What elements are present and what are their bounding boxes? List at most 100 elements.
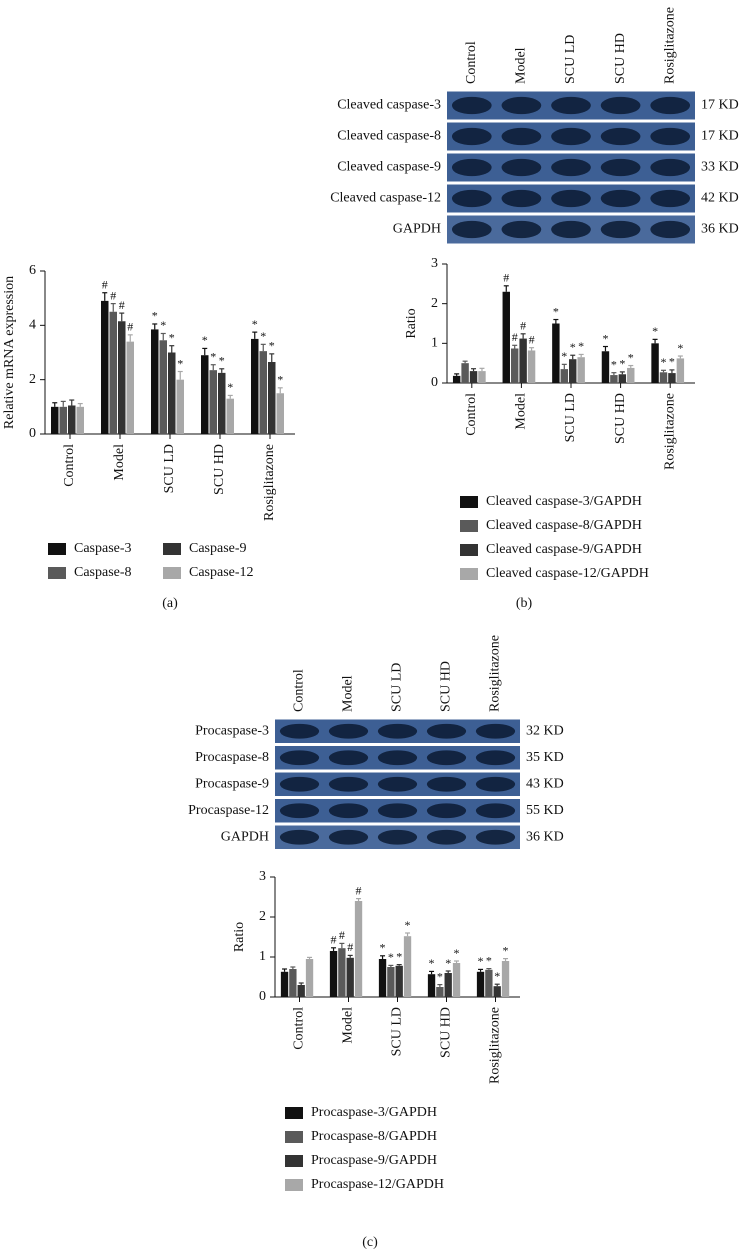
lane-label: SCU LD: [563, 35, 578, 84]
bar: [118, 321, 126, 434]
y-tick-label: 2: [259, 909, 266, 924]
bar: [601, 351, 610, 383]
blot-band: [451, 96, 492, 115]
bar: [444, 973, 452, 997]
legend-swatch: [285, 1179, 303, 1191]
significance-marker: *: [396, 949, 402, 963]
bar: [268, 362, 276, 434]
blot-band: [279, 750, 320, 766]
blot-band: [551, 158, 591, 177]
bar: [469, 371, 478, 383]
significance-marker: *: [602, 331, 608, 345]
blot-band: [377, 829, 418, 845]
row-label: Procaspase-12: [188, 803, 269, 818]
significance-marker: *: [503, 943, 509, 957]
significance-marker: *: [478, 954, 484, 968]
y-tick-label: 1: [431, 336, 438, 351]
y-tick-label: 3: [431, 256, 438, 271]
lane-label: Rosiglitazone: [488, 635, 503, 712]
significance-marker: #: [356, 883, 362, 897]
x-tick-label: Control: [62, 444, 77, 487]
lane-label: Rosiglitazone: [662, 7, 677, 84]
bar: [403, 936, 412, 997]
blot-band: [475, 829, 516, 845]
row-size: 36 KD: [701, 222, 739, 237]
bar: [569, 359, 577, 383]
bar: [151, 329, 159, 434]
bar: [68, 405, 76, 434]
significance-marker: *: [405, 918, 411, 932]
blot-band: [551, 189, 591, 208]
blot-band: [650, 127, 691, 146]
significance-marker: #: [119, 298, 125, 312]
legend-label: Procaspase-12/GAPDH: [311, 1177, 444, 1192]
significance-marker: *: [578, 339, 584, 353]
blot-band: [501, 220, 542, 239]
significance-marker: #: [110, 288, 116, 302]
x-tick-label: Control: [292, 1007, 307, 1050]
significance-marker: *: [494, 969, 500, 983]
bar: [519, 338, 527, 383]
bar: [289, 969, 297, 997]
row-size: 36 KD: [526, 829, 564, 844]
bar: [493, 986, 501, 997]
significance-marker: *: [380, 941, 386, 955]
bar: [452, 375, 461, 383]
legend-swatch: [460, 544, 478, 556]
legend-swatch: [285, 1107, 303, 1119]
bar: [676, 358, 685, 383]
legend-swatch: [48, 543, 66, 555]
blot-band: [426, 776, 467, 792]
significance-marker: *: [454, 946, 460, 960]
legend-label: Cleaved caspase-12/GAPDH: [486, 566, 649, 581]
significance-marker: *: [152, 309, 158, 323]
bar: [395, 965, 403, 997]
lane-label: Control: [292, 669, 307, 712]
lane-label: Model: [514, 47, 529, 84]
x-tick-label: Rosiglitazone: [488, 1007, 503, 1084]
blot-band: [501, 96, 542, 115]
bar: [297, 985, 305, 997]
row-size: 42 KD: [701, 191, 739, 206]
bar: [502, 291, 510, 383]
blot-band: [501, 189, 542, 208]
bar: [76, 406, 84, 434]
blot-band: [328, 803, 369, 819]
lane-label: SCU HD: [439, 661, 454, 712]
bar: [552, 323, 560, 383]
bar: [159, 340, 167, 434]
significance-marker: *: [269, 339, 275, 353]
row-size: 35 KD: [526, 750, 564, 765]
significance-marker: *: [553, 304, 559, 318]
bar: [276, 393, 284, 434]
bar: [346, 957, 354, 997]
blot-band: [600, 127, 641, 146]
bar: [485, 969, 493, 997]
significance-marker: *: [652, 324, 658, 338]
significance-marker: #: [339, 928, 345, 942]
y-axis-label: Ratio: [232, 922, 247, 952]
significance-marker: #: [529, 332, 535, 346]
bar: [387, 967, 395, 997]
legend-swatch: [460, 568, 478, 580]
significance-marker: *: [486, 953, 492, 967]
lane-label: Model: [341, 675, 356, 712]
y-tick-label: 4: [29, 318, 36, 333]
lane-label: SCU LD: [390, 663, 405, 712]
significance-marker: *: [227, 380, 233, 394]
blot-band: [551, 127, 591, 146]
significance-marker: *: [202, 333, 208, 347]
x-tick-label: SCU HD: [613, 393, 628, 444]
row-size: 32 KD: [526, 723, 564, 738]
bar: [668, 373, 676, 383]
blot-band: [279, 723, 320, 739]
bar: [651, 343, 659, 383]
y-tick-label: 0: [259, 989, 266, 1004]
legend-label: Procaspase-8/GAPDH: [311, 1129, 437, 1144]
bar: [378, 959, 387, 997]
blot-band: [501, 158, 542, 177]
significance-marker: #: [347, 940, 353, 954]
blot-band: [279, 803, 320, 819]
significance-marker: *: [628, 350, 634, 364]
bar: [510, 348, 519, 383]
